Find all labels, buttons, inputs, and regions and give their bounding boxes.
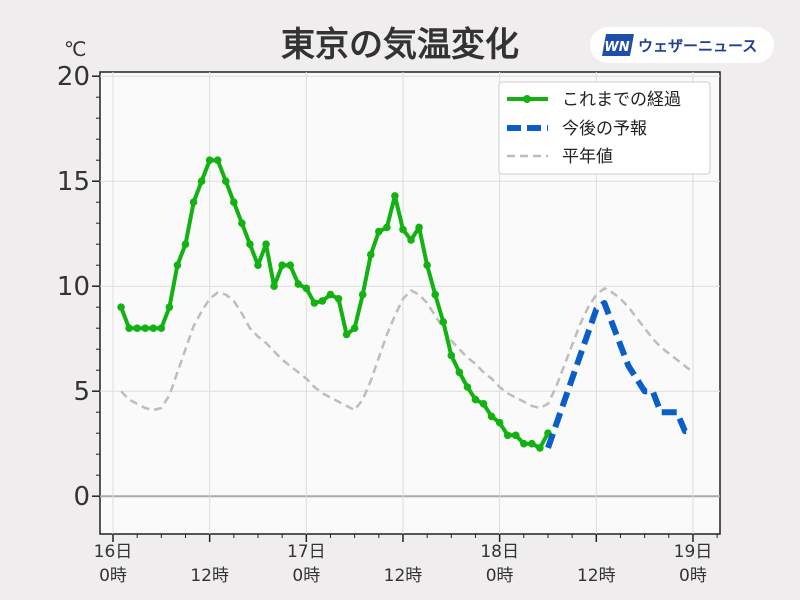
legend-item-observed: これまでの経過: [507, 90, 681, 110]
data-point: [326, 290, 335, 299]
data-point: [520, 439, 528, 448]
data-point: [254, 261, 262, 270]
brand-badge: WN ウェザーニュース: [590, 27, 774, 63]
grid: [100, 72, 720, 534]
data-point: [157, 324, 166, 333]
data-point: [238, 219, 246, 227]
y-unit-label: ℃: [64, 37, 86, 61]
legend-label-observed: これまでの経過: [562, 90, 681, 110]
data-point: [528, 439, 536, 448]
data-point: [495, 418, 504, 427]
data-point: [342, 330, 351, 339]
data-point: [383, 223, 391, 232]
legend-item-normal: 平年値: [507, 147, 613, 167]
x-tick-label-day: 19日: [674, 542, 713, 562]
data-point: [262, 240, 270, 248]
x-tick-label-hour: 0時: [679, 566, 707, 586]
series: [117, 156, 694, 452]
legend-label-forecast: 今後の予報: [562, 119, 647, 139]
data-point: [511, 431, 520, 440]
data-point: [536, 444, 544, 452]
data-point: [133, 324, 141, 333]
data-point: [125, 324, 133, 333]
data-point: [141, 324, 150, 333]
data-point: [205, 156, 214, 164]
legend: これまでの経過 今後の予報 平年値: [498, 81, 711, 175]
logo-text: WN: [604, 40, 629, 55]
data-point: [399, 225, 407, 234]
data-point: [431, 290, 440, 299]
data-point: [479, 400, 488, 408]
data-point: [447, 351, 456, 360]
data-point: [423, 261, 431, 270]
x-tick-label-hour: 0時: [99, 566, 127, 586]
data-point: [246, 240, 254, 248]
data-point: [310, 299, 319, 307]
data-point: [455, 368, 464, 377]
data-point: [463, 383, 472, 391]
y-tick-label: 5: [73, 377, 90, 407]
data-point: [165, 303, 174, 312]
data-point: [270, 282, 278, 291]
data-point: [366, 250, 375, 259]
data-point: [375, 227, 383, 236]
series-line-2: [120, 287, 694, 412]
data-point: [350, 324, 359, 333]
data-point: [149, 324, 158, 333]
data-point: [117, 303, 125, 312]
data-point: [302, 284, 311, 293]
x-tick-label-hour: 12時: [577, 566, 616, 586]
data-point: [415, 223, 423, 232]
y-tick-label: 0: [73, 482, 90, 512]
y-tick-label: 20: [57, 62, 90, 92]
data-point: [471, 395, 480, 404]
data-point: [189, 198, 198, 206]
data-point: [197, 177, 206, 185]
x-tick-label-hour: 12時: [384, 566, 423, 586]
brand-name: ウェザーニュース: [638, 37, 757, 55]
data-point: [358, 290, 367, 299]
y-tick-label: 15: [57, 167, 90, 197]
y-tick-label: 10: [57, 272, 90, 302]
data-point: [334, 295, 343, 303]
data-point: [173, 261, 182, 270]
data-point: [487, 412, 496, 421]
data-point: [221, 177, 230, 185]
data-point: [230, 198, 238, 206]
x-tick-label-hour: 0時: [486, 566, 514, 586]
series-line-1: [545, 300, 693, 449]
data-point: [213, 156, 222, 164]
x-tick-label-day: 18日: [480, 542, 519, 562]
data-point: [318, 297, 327, 305]
data-point: [294, 280, 303, 288]
x-tick-label-hour: 0時: [292, 566, 320, 586]
data-point: [278, 261, 286, 270]
data-point: [391, 192, 399, 200]
x-tick-label-hour: 12時: [190, 566, 229, 586]
chart-title: 東京の気温変化: [281, 25, 519, 65]
data-point: [407, 236, 415, 244]
x-tick-label-day: 16日: [94, 542, 133, 562]
weathernews-logo-icon: WN: [602, 34, 634, 56]
axes: 0 5 10 15 20 16日 0時 12時 17日 0時 12時 18日 0時 12時 19日 0時: [57, 62, 718, 586]
legend-label-normal: 平年値: [562, 147, 613, 167]
data-point: [181, 240, 190, 248]
data-point: [439, 318, 448, 326]
data-point: [286, 261, 295, 270]
legend-item-forecast: 今後の予報: [507, 119, 647, 139]
data-point: [503, 431, 512, 440]
x-tick-label-day: 17日: [287, 542, 326, 562]
